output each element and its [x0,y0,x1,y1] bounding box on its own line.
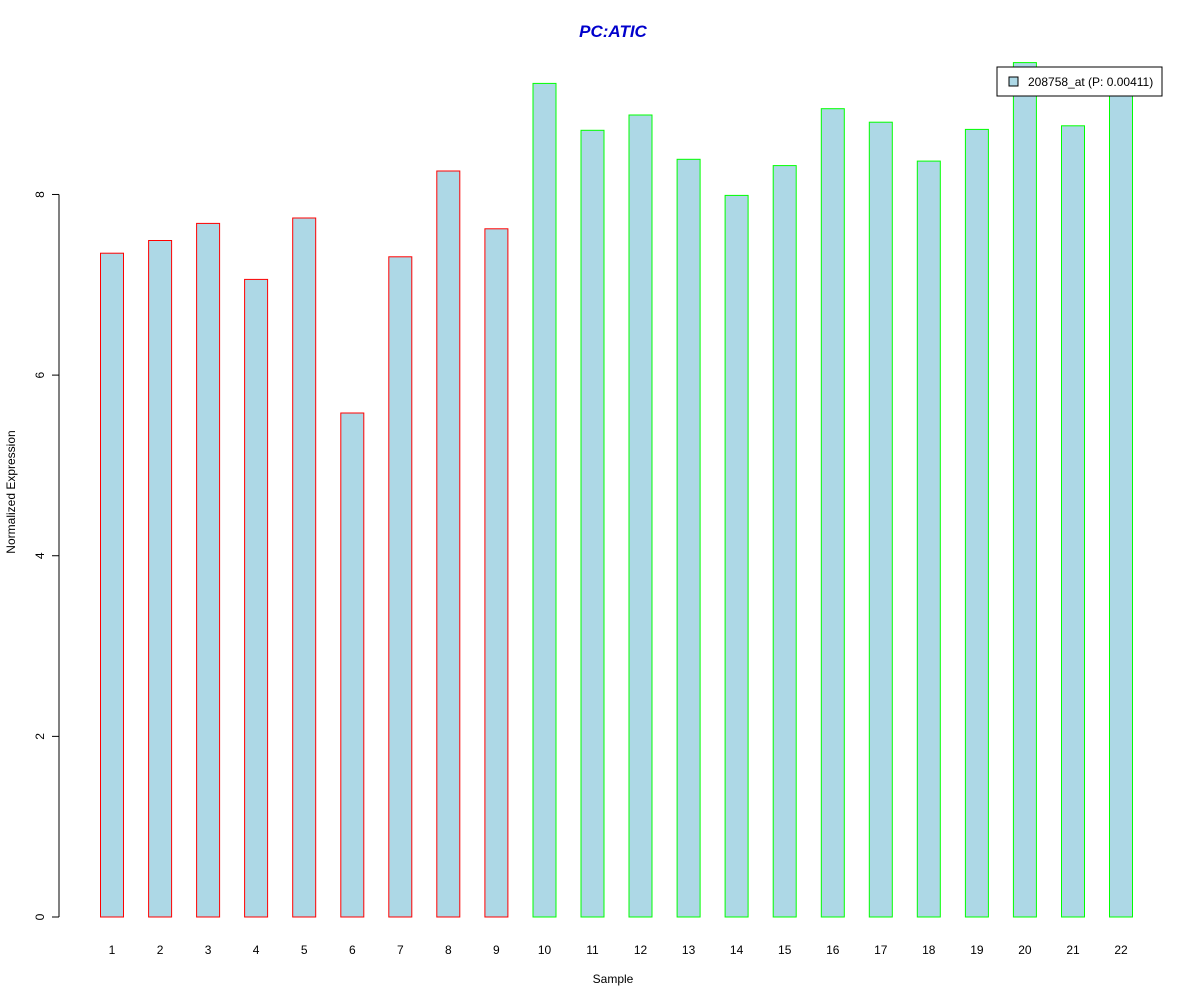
y-axis-title: Normalized Expression [4,430,18,553]
y-tick-label: 8 [33,191,47,198]
bar-sample-8 [436,170,461,918]
x-tick-label: 12 [634,943,648,957]
y-tick-label: 0 [33,913,47,920]
x-tick-label: 18 [922,943,936,957]
bar-sample-3 [196,222,221,918]
x-tick-label: 17 [874,943,888,957]
legend: 208758_at (P: 0.00411) [996,66,1163,97]
x-tick-label: 8 [445,943,452,957]
bar-sample-17 [868,121,893,918]
x-tick-label: 2 [157,943,164,957]
y-tick-label: 6 [33,371,47,378]
bar-sample-11 [580,129,605,918]
bar-sample-7 [388,256,413,918]
x-tick-label: 20 [1018,943,1032,957]
bar-sample-19 [964,128,989,918]
y-axis: 0 2 4 6 8 [33,191,60,920]
bar-sample-9 [484,228,509,918]
x-tick-label: 3 [205,943,212,957]
x-tick-label: 15 [778,943,792,957]
x-tick-label: 10 [538,943,552,957]
bar-sample-1 [100,252,124,918]
x-tick-label: 16 [826,943,840,957]
x-axis-tick-labels: 1 2 3 4 5 6 7 8 9 10 11 12 13 14 15 16 17 18 19 20 21 22 [109,943,1128,957]
bar-sample-21 [1061,125,1085,918]
bar-sample-6 [340,412,365,918]
bar-sample-18 [916,160,941,918]
x-tick-label: 5 [301,943,308,957]
bar-sample-16 [820,108,845,918]
legend-label: 208758_at (P: 0.00411) [1028,75,1153,89]
x-axis-title: Sample [593,972,634,986]
legend-box [996,66,1163,97]
bar-sample-4 [244,278,269,918]
bar-sample-13 [676,158,701,918]
x-tick-label: 13 [682,943,696,957]
x-tick-label: 21 [1066,943,1080,957]
x-tick-label: 9 [493,943,500,957]
x-tick-label: 1 [109,943,116,957]
y-tick-label: 4 [33,552,47,559]
x-tick-label: 19 [970,943,984,957]
x-tick-label: 4 [253,943,260,957]
x-tick-label: 11 [586,943,599,957]
bar-sample-5 [292,217,317,918]
bars [100,62,1133,918]
bar-sample-22 [1109,87,1133,918]
x-tick-label: 7 [397,943,404,957]
legend-swatch [1008,76,1019,87]
x-tick-label: 22 [1114,943,1128,957]
bar-sample-14 [724,194,749,918]
bar-sample-10 [532,82,557,918]
x-tick-label: 14 [730,943,744,957]
bar-sample-12 [628,114,653,918]
bar-sample-20 [1012,62,1037,918]
chart-title: PC:ATIC [579,22,647,41]
x-tick-label: 6 [349,943,356,957]
y-tick-label: 2 [33,733,47,740]
bar-sample-15 [772,165,797,918]
bar-sample-2 [148,240,173,918]
